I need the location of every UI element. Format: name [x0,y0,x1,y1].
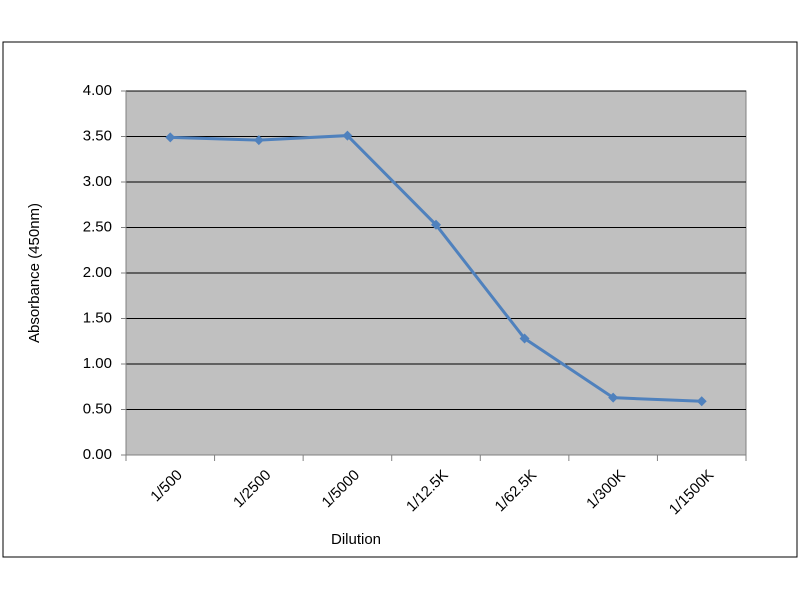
y-tick-label: 2.00 [83,264,112,281]
y-tick-label: 2.50 [83,218,112,235]
y-tick-label: 0.50 [83,400,112,417]
y-tick-label: 3.50 [83,127,112,144]
y-tick-label: 3.00 [83,173,112,190]
y-axis-title: Absorbance (450nm) [26,203,43,343]
data-point [342,130,353,141]
y-tick-label: 4.00 [83,82,112,99]
x-axis-title: Dilution [331,531,381,548]
data-point [696,396,707,407]
y-tick-label: 1.50 [83,309,112,326]
data-point [519,333,530,344]
y-tick-label: 0.00 [83,446,112,463]
data-point [608,392,619,403]
data-point [253,135,264,146]
y-tick-label: 1.00 [83,355,112,372]
data-point [431,219,441,230]
data-point [165,132,176,143]
